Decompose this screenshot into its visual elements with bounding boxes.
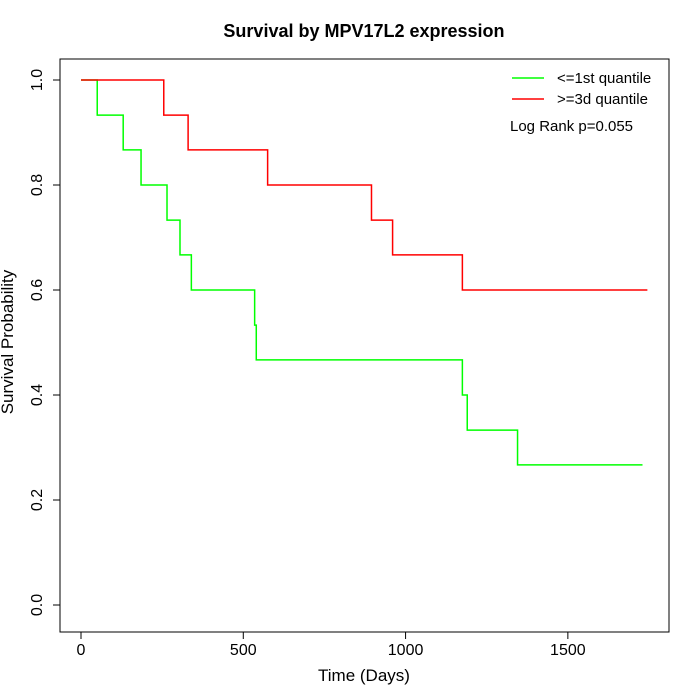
x-axis: 0 500 1000 1500 bbox=[77, 631, 586, 659]
chart-title: Survival by MPV17L2 expression bbox=[223, 21, 504, 41]
x-tick-label: 1000 bbox=[388, 642, 424, 659]
curve-low-quantile bbox=[81, 79, 643, 466]
legend: <=1st quantile >=3d quantile Log Rank p=… bbox=[510, 70, 651, 135]
y-tick-label: 1.0 bbox=[29, 69, 46, 91]
plot-frame bbox=[59, 58, 670, 633]
x-tick-label: 0 bbox=[77, 642, 86, 659]
legend-label-high: >=3d quantile bbox=[557, 91, 648, 108]
y-tick-label: 0.0 bbox=[29, 594, 46, 616]
y-axis-label: Survival Probability bbox=[0, 269, 17, 414]
legend-label-low: <=1st quantile bbox=[557, 70, 651, 87]
y-tick-label: 0.2 bbox=[29, 489, 46, 511]
x-tick-label: 1500 bbox=[550, 642, 586, 659]
y-axis: 0.0 0.2 0.4 0.6 0.8 1.0 bbox=[29, 69, 61, 616]
y-tick-label: 0.6 bbox=[29, 279, 46, 301]
logrank-annotation: Log Rank p=0.055 bbox=[510, 118, 633, 135]
survival-curves bbox=[81, 79, 648, 466]
x-tick-label: 500 bbox=[230, 642, 257, 659]
x-axis-label: Time (Days) bbox=[318, 666, 410, 685]
y-tick-label: 0.4 bbox=[29, 384, 46, 406]
curve-high-quantile bbox=[81, 79, 648, 291]
y-tick-label: 0.8 bbox=[29, 174, 46, 196]
